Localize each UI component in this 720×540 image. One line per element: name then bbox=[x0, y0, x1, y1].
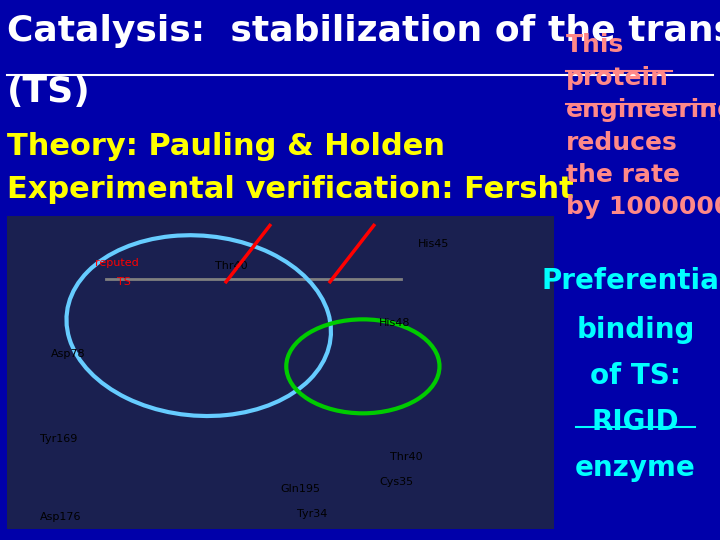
Text: binding: binding bbox=[576, 316, 695, 344]
Text: reputed: reputed bbox=[95, 258, 138, 268]
Text: (TS): (TS) bbox=[7, 75, 91, 109]
Text: TS: TS bbox=[117, 277, 130, 287]
Text: by 1000000: by 1000000 bbox=[566, 195, 720, 219]
Text: enzyme: enzyme bbox=[575, 454, 696, 482]
Text: protein: protein bbox=[566, 66, 669, 90]
Text: Asp78: Asp78 bbox=[51, 349, 86, 359]
Text: Tyr169: Tyr169 bbox=[40, 434, 78, 443]
Text: Experimental verification: Fersht: Experimental verification: Fersht bbox=[7, 176, 574, 205]
Text: reduces: reduces bbox=[566, 131, 678, 154]
Text: RIGID: RIGID bbox=[592, 408, 679, 436]
Text: His45: His45 bbox=[418, 239, 449, 249]
Text: His48: His48 bbox=[379, 318, 411, 328]
Text: Thr40: Thr40 bbox=[215, 261, 248, 271]
Text: the rate: the rate bbox=[566, 163, 680, 187]
Text: engineering: engineering bbox=[566, 98, 720, 122]
Text: Theory: Pauling & Holden: Theory: Pauling & Holden bbox=[7, 132, 445, 161]
Text: This: This bbox=[566, 33, 624, 57]
Text: Gln195: Gln195 bbox=[281, 484, 321, 494]
Text: Catalysis:  stabilization of the transition state: Catalysis: stabilization of the transiti… bbox=[7, 14, 720, 48]
Text: Thr40: Thr40 bbox=[390, 453, 423, 462]
Text: Tyr34: Tyr34 bbox=[297, 509, 328, 519]
Text: Cys35: Cys35 bbox=[379, 477, 413, 488]
Text: Asp176: Asp176 bbox=[40, 512, 81, 522]
Text: Preferential: Preferential bbox=[541, 267, 720, 295]
Text: of TS:: of TS: bbox=[590, 362, 681, 390]
